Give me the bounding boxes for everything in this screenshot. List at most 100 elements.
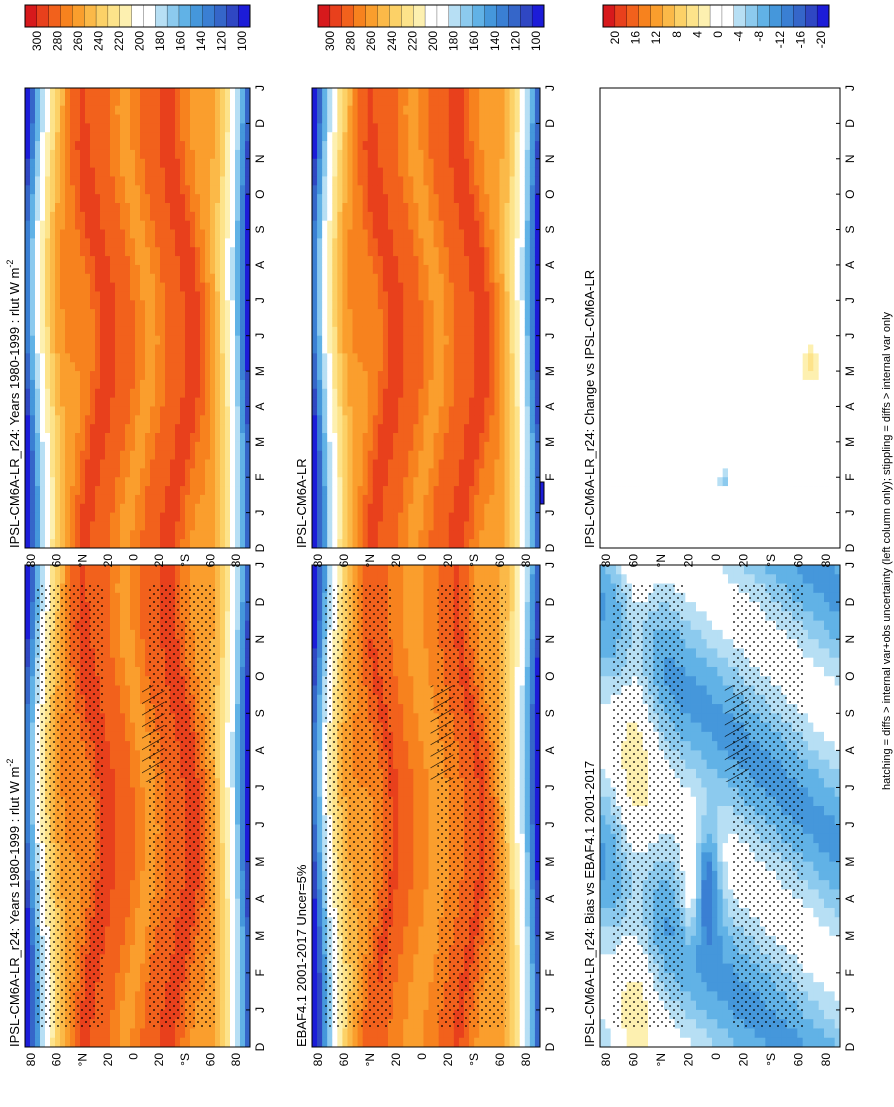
heatmap-cell	[515, 769, 520, 779]
heatmap-cell	[130, 899, 135, 909]
heatmap-cell	[429, 991, 434, 1001]
heatmap-cell	[30, 917, 35, 927]
heatmap-cell	[312, 936, 317, 946]
heatmap-cell	[130, 889, 135, 899]
heatmap-cell	[398, 834, 403, 844]
heatmap-cell	[230, 593, 235, 603]
heatmap-cell	[30, 797, 35, 807]
panel-title: EBAF4.1 2001-2017 Uncer=5%	[294, 864, 309, 1047]
heatmap-cell	[408, 676, 413, 686]
heatmap-cell	[408, 658, 413, 668]
heatmap-cell	[600, 769, 606, 779]
heatmap-cell	[413, 704, 418, 714]
heatmap-cell	[230, 611, 235, 621]
heatmap-cell	[403, 954, 408, 964]
heatmap-cell	[230, 917, 235, 927]
heatmap-cell	[115, 852, 120, 862]
heatmap-cell	[600, 741, 606, 751]
heatmap-cell	[115, 750, 120, 760]
heatmap-cell	[135, 797, 140, 807]
heatmap-cell	[55, 1028, 60, 1038]
heatmap-cell	[125, 908, 130, 918]
heatmap-cell	[408, 797, 413, 807]
heatmap-cell	[530, 927, 535, 937]
heatmap-cell	[317, 936, 322, 946]
heatmap-cell	[408, 964, 413, 974]
heatmap-cell	[515, 658, 520, 668]
heatmap-cell	[25, 574, 30, 584]
heatmap-cell	[30, 630, 35, 640]
heatmap-cell	[393, 574, 398, 584]
heatmap-cell	[125, 769, 130, 779]
stipple-region	[323, 585, 391, 1027]
heatmap-cell	[120, 982, 125, 992]
heatmap-cell	[520, 797, 525, 807]
heatmap-cell	[611, 1038, 617, 1048]
heatmap-cell	[398, 658, 403, 668]
heatmap-cell	[403, 945, 408, 955]
heatmap-cell	[403, 991, 408, 1001]
heatmap-cell	[130, 769, 135, 779]
heatmap-cell	[312, 1010, 317, 1020]
heatmap-cell	[332, 574, 337, 584]
heatmap-cell	[220, 1019, 225, 1029]
heatmap-cell	[312, 843, 317, 853]
heatmap-cell	[240, 917, 245, 927]
heatmap-cell	[312, 880, 317, 890]
heatmap-cell	[413, 889, 418, 899]
heatmap-cell	[408, 982, 413, 992]
heatmap-cell	[423, 843, 428, 853]
heatmap-cell	[30, 936, 35, 946]
heatmap-cell	[25, 667, 30, 677]
heatmap-cell	[125, 574, 130, 584]
lat-tick-label: 20	[389, 1053, 403, 1067]
heatmap-cell	[393, 954, 398, 964]
heatmap-cell	[444, 1038, 449, 1048]
heatmap-cell	[398, 954, 403, 964]
heatmap-cell	[130, 834, 135, 844]
heatmap-cell	[110, 741, 115, 751]
heatmap-cell	[510, 676, 515, 686]
heatmap-cell	[525, 908, 530, 918]
heatmap-cell	[60, 1028, 65, 1038]
heatmap-cell	[95, 574, 100, 584]
heatmap-cell	[115, 825, 120, 835]
heatmap-cell	[135, 639, 140, 649]
heatmap-cell	[413, 760, 418, 770]
heatmap-cell	[30, 815, 35, 825]
heatmap-cell	[510, 1038, 515, 1048]
heatmap-cell	[510, 621, 515, 631]
heatmap-cell	[105, 889, 110, 899]
heatmap-cell	[358, 1038, 363, 1048]
heatmap-cell	[408, 704, 413, 714]
heatmap-cell	[130, 667, 135, 677]
heatmap-cell	[418, 1019, 423, 1029]
heatmap-cell	[25, 723, 30, 733]
heatmap-cell	[423, 1038, 428, 1048]
heatmap-cell	[115, 899, 120, 909]
heatmap-cell	[120, 621, 125, 631]
heatmap-cell	[418, 1028, 423, 1038]
heatmap-cell	[600, 806, 606, 816]
heatmap-cell	[605, 880, 611, 890]
heatmap-cell	[408, 1038, 413, 1048]
heatmap-cell	[110, 760, 115, 770]
heatmap-cell	[145, 574, 150, 584]
heatmap-cell	[30, 982, 35, 992]
heatmap-cell	[125, 723, 130, 733]
heatmap-cell	[230, 964, 235, 974]
heatmap-cell	[429, 584, 434, 594]
heatmap-cell	[605, 871, 611, 881]
heatmap-cell	[423, 964, 428, 974]
heatmap-cell	[25, 695, 30, 705]
heatmap-cell	[235, 880, 240, 890]
heatmap-cell	[130, 815, 135, 825]
heatmap-cell	[530, 602, 535, 612]
heatmap-cell	[413, 574, 418, 584]
heatmap-cell	[25, 593, 30, 603]
heatmap-cell	[240, 806, 245, 816]
heatmap-cell	[210, 1028, 215, 1038]
lat-tick-label: °S	[467, 1053, 481, 1066]
heatmap-cell	[525, 621, 530, 631]
heatmap-cell	[220, 843, 225, 853]
